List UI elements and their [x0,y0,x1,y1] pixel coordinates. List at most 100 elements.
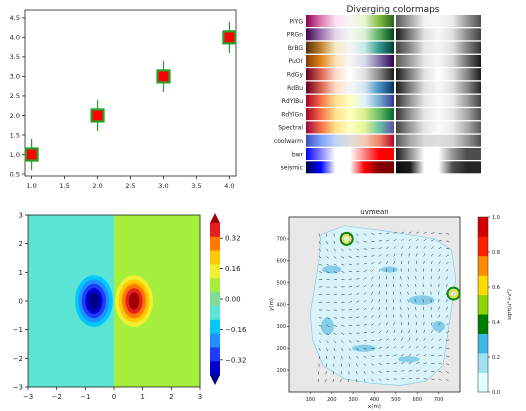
flow-vector [363,292,367,295]
flow-vector [333,256,337,259]
flow-vector [407,314,409,318]
errorbar-svg: 1.0 1.5 2.0 2.5 3.0 3.5 4.0 0.5 1.0 1.5 2.0 2.5 3.0 3… [10,9,237,190]
flow-vector [371,291,374,295]
flow-vector [348,233,351,237]
colorbar-tick-label: 1.0 [492,215,500,221]
flow-vector [408,337,411,341]
flow-vector [356,256,360,258]
flow-vector [415,253,418,257]
flow-vector [318,248,322,252]
grayscale-bar [396,148,481,160]
x-tick-label: 100 [306,397,316,403]
x-tick-label: 200 [327,397,337,403]
speed-patch [322,265,342,274]
flow-vector [415,245,419,249]
grayscale-bar [396,28,481,41]
colormap-label: coolwarm [274,138,303,145]
flow-vector [356,316,360,318]
colormap-bar [306,15,394,27]
colorbar-segment [478,255,488,276]
flow-vector [348,286,353,288]
flow-vector [445,261,449,265]
chart-title: Diverging colormaps [346,5,439,15]
flow-vector [378,254,382,257]
y-tick-label: 1.0 [10,151,20,159]
flow-vector [363,269,367,272]
flow-vector [333,240,336,245]
flow-vector [333,332,337,336]
colorbar-segment [210,250,220,265]
flow-vector [386,338,389,341]
flow-vector [393,246,397,249]
hotspot-core [449,289,458,298]
speed-patch [432,321,446,332]
flow-vector [378,314,381,318]
flow-vector [371,331,375,334]
flow-vector [407,306,409,311]
map-chart: uvmean 100 200 300 400 500 600 700 x(m) 100 200 300… [263,205,526,411]
flow-vector [416,362,420,364]
flow-vector [318,325,323,327]
flow-vector [363,299,367,303]
flow-vector [386,346,390,349]
flow-vector [371,233,375,235]
flow-vector [325,378,327,382]
colormap-bar [306,81,394,94]
flow-vector [438,306,440,311]
flow-vector [446,247,450,249]
flow-vector [399,283,402,288]
colormap-bar [306,94,394,107]
flow-vector [318,263,322,266]
flow-vector [341,355,343,360]
flow-vector [363,378,366,382]
flow-vector [438,299,440,303]
x-tick-label: 400 [370,397,380,403]
flow-vector [333,317,338,319]
flow-vector [326,355,328,360]
flow-vector [430,322,433,326]
flow-vector [445,307,448,311]
flow-vector [438,314,441,318]
flow-vector [416,238,419,242]
y-tick-label: 700 [276,237,286,243]
chart-title: uvmean [360,208,388,216]
grayscale-bar [396,15,481,27]
flow-vector [348,293,352,295]
x-tick-label: 1 [140,393,144,401]
colormap-bar [306,161,394,174]
flow-vector [341,325,345,327]
y-tick-label: 0 [19,298,23,306]
flow-vector [371,323,375,326]
flow-vector [348,363,350,367]
flow-vector [341,263,345,266]
flow-vector [341,340,344,344]
flow-vector [356,285,360,288]
positive-contour [128,292,140,310]
flow-vector [408,253,410,257]
flow-vector [326,263,330,266]
y-tick-label: −1 [13,326,23,334]
colormap-bar [306,54,394,67]
flow-vector [371,299,374,303]
flow-vector [326,340,329,344]
flow-vector [371,363,375,366]
flow-vector [401,238,404,242]
colormap-label: PRGn [287,32,303,39]
data-point [156,69,171,84]
flow-vector [400,253,403,257]
flow-vector [423,246,426,249]
flow-vector [348,309,353,311]
flow-vector [371,378,374,382]
y-tick-label: 400 [276,302,286,308]
grayscale-bar [396,108,481,121]
flow-vector [363,277,367,280]
x-tick-label: 500 [391,397,401,403]
flow-vector [318,240,321,245]
data-point [24,147,39,162]
flow-vector [408,345,411,349]
flow-vector [438,247,442,249]
y-tick-label: 3.5 [10,53,20,61]
flow-vector [423,253,426,257]
flow-vector [408,231,412,234]
flow-vector [341,240,344,245]
